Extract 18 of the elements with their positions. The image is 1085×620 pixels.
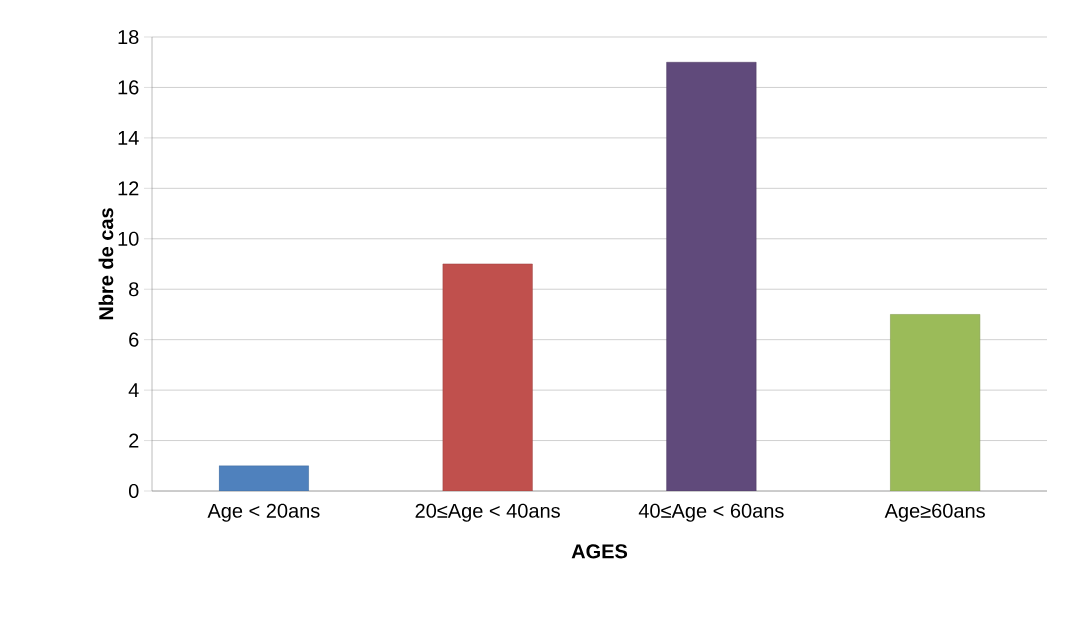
x-tick-label: 20≤Age < 40ans xyxy=(415,503,560,522)
x-tick-label: 40≤Age < 60ans xyxy=(638,503,784,522)
y-axis-title: Nbre de cas xyxy=(98,208,114,320)
x-axis-title: AGES xyxy=(571,544,628,559)
y-tick-label: 16 xyxy=(118,80,139,95)
y-tick-label: 0 xyxy=(128,483,139,499)
y-tick-label: 14 xyxy=(118,131,139,145)
y-tick-label: 2 xyxy=(129,433,139,448)
x-tick-label: Age≥60ans xyxy=(884,503,985,522)
y-tick-label: 4 xyxy=(128,383,139,397)
y-tick-label: 18 xyxy=(118,29,139,45)
bar xyxy=(218,465,309,491)
x-tick-label: Age < 20ans xyxy=(207,503,320,522)
bar xyxy=(666,61,757,491)
y-tick-label: 10 xyxy=(118,231,139,246)
y-tick-label: 12 xyxy=(118,181,139,196)
y-tick-label: 8 xyxy=(129,282,139,297)
y-tick-label: 6 xyxy=(129,332,139,347)
